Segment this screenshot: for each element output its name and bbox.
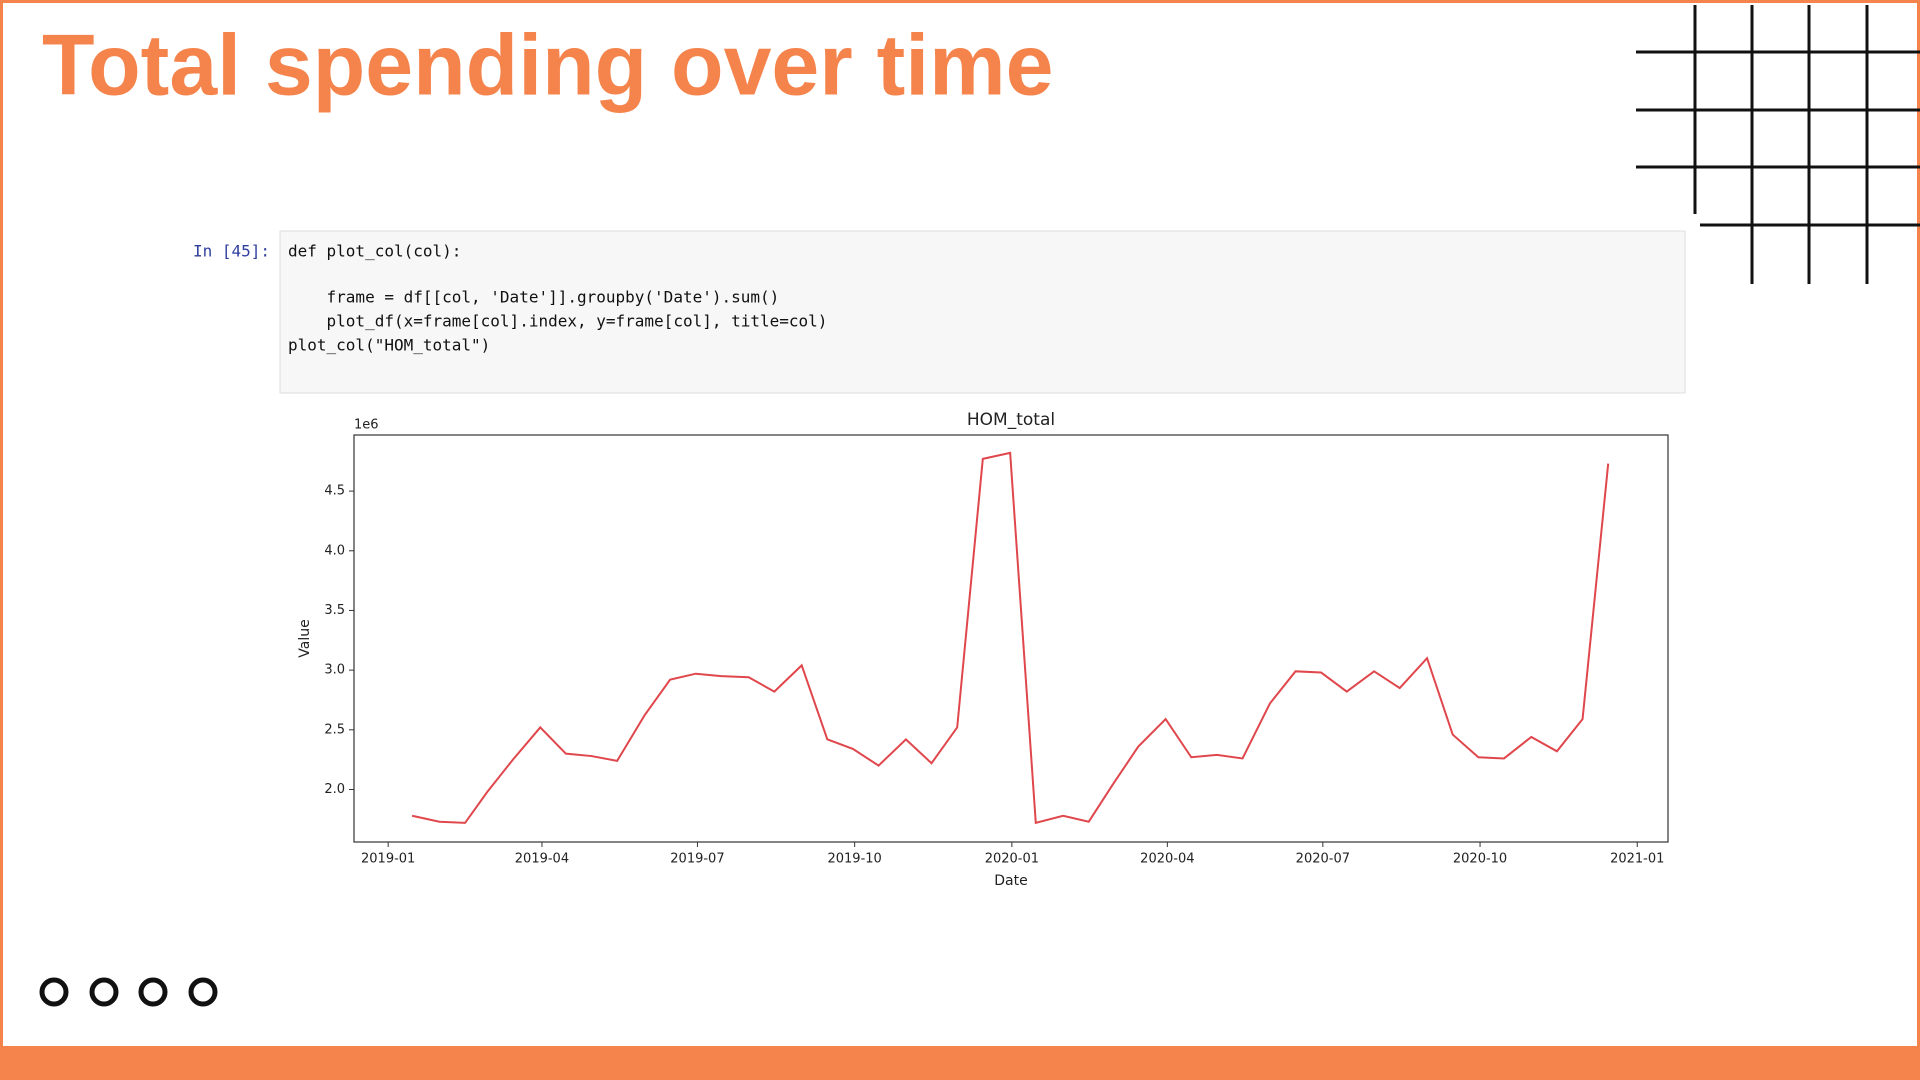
y-tick-label: 2.0 bbox=[324, 782, 345, 797]
code-prompt: In [45]: bbox=[193, 242, 270, 261]
x-tick-label: 2019-10 bbox=[827, 852, 881, 867]
y-tick-label: 4.5 bbox=[324, 484, 345, 499]
code-line: def plot_col(col): bbox=[288, 242, 461, 261]
x-tick-label: 2019-01 bbox=[361, 852, 415, 867]
x-tick-label: 2020-10 bbox=[1453, 852, 1507, 867]
code-cell bbox=[279, 230, 1686, 394]
x-tick-label: 2020-07 bbox=[1296, 852, 1350, 867]
x-tick-label: 2020-01 bbox=[985, 852, 1039, 867]
slide-title: Total spending over time bbox=[42, 18, 1053, 114]
y-offset-label: 1e6 bbox=[354, 418, 379, 433]
y-axis-label: Value bbox=[297, 619, 313, 657]
x-tick-label: 2019-07 bbox=[670, 852, 724, 867]
y-tick-label: 3.0 bbox=[324, 663, 345, 678]
dots-decoration bbox=[39, 977, 218, 1007]
y-tick-label: 2.5 bbox=[324, 722, 345, 737]
y-tick-label: 4.0 bbox=[324, 543, 345, 558]
chart-title: HOM_total bbox=[967, 410, 1055, 430]
x-axis-label: Date bbox=[994, 873, 1027, 889]
footer-bar bbox=[0, 1046, 1920, 1080]
y-tick-label: 3.5 bbox=[324, 603, 345, 618]
x-tick-label: 2020-04 bbox=[1140, 852, 1194, 867]
code-line: plot_col("HOM_total") bbox=[288, 336, 490, 355]
code-line: plot_df(x=frame[col].index, y=frame[col]… bbox=[288, 312, 827, 331]
x-tick-label: 2021-01 bbox=[1610, 852, 1664, 867]
plot-frame bbox=[353, 434, 1669, 843]
code-line: frame = df[[col, 'Date']].groupby('Date'… bbox=[288, 288, 779, 307]
grid-decoration bbox=[1636, 5, 1920, 284]
data-line bbox=[411, 451, 1610, 825]
x-tick-label: 2019-04 bbox=[515, 852, 569, 867]
